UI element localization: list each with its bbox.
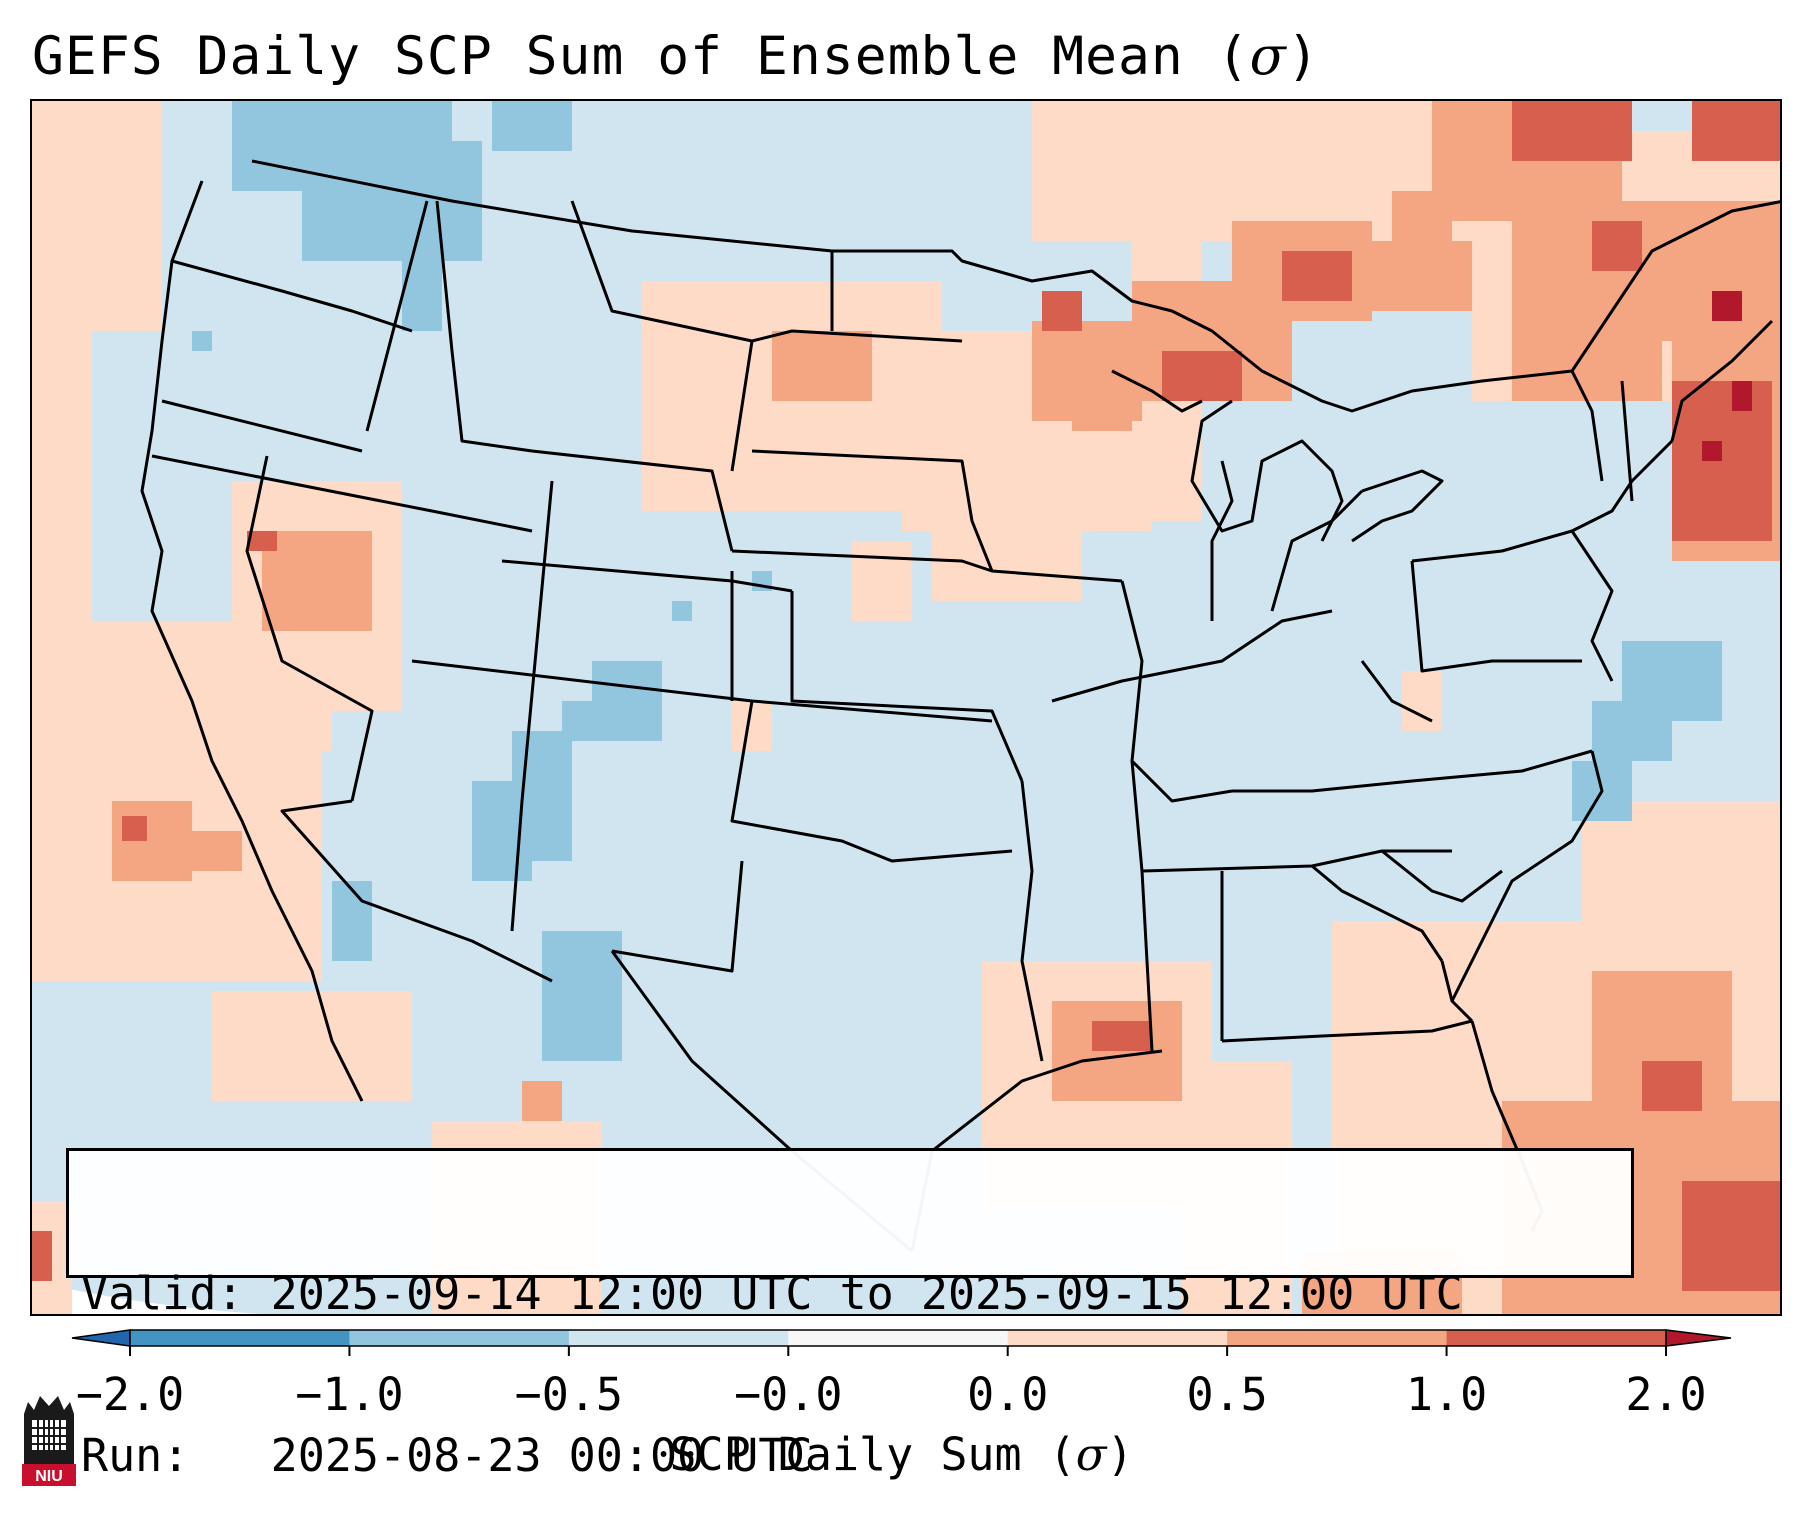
logo-text: NIU [35,1468,63,1485]
projection-edge-bottom-left [32,1281,260,1314]
colorbar-under-extension [71,1329,131,1347]
sigma-symbol: σ [1249,26,1287,87]
run-label: Run: [81,1429,190,1482]
title-unit-close: ) [1286,26,1320,87]
colorbar-tick-label: 0.0 [967,1368,1049,1421]
university-castle-logo: NIU [22,1396,76,1486]
colorbar-segment [788,1330,1009,1346]
colorbar-label-suffix: ) [1106,1428,1134,1481]
colorbar-tick-label: −0.5 [514,1368,624,1421]
valid-label: Valid: [81,1267,244,1320]
valid-run-info-box: Valid: 2025-09-14 12:00 UTC to 2025-09-1… [66,1148,1634,1482]
colorbar-over-extension [1665,1329,1732,1347]
colorbar-tick-label: 2.0 [1625,1368,1707,1421]
colorbar-segment [568,1330,789,1346]
state-borders [140,159,1780,1253]
anomaly-positive-high [32,101,1780,1291]
colorbar-tick-label: −0.0 [734,1368,843,1421]
colorbar-segment [130,1330,350,1346]
colorbar-segment [1446,1330,1667,1346]
title-text: GEFS Daily SCP Sum of Ensemble Mean [32,26,1184,87]
colorbar-segment [1227,1330,1448,1346]
chart-title: GEFS Daily SCP Sum of Ensemble Mean (σ) [32,26,1320,87]
colorbar-label-prefix: SCP Daily Sum ( [669,1428,1076,1481]
title-unit-open: ( [1216,26,1250,87]
colorbar-outline [129,1329,1667,1347]
colorbar-tick-label: 1.0 [1405,1368,1488,1421]
anomaly-positive-extreme [1702,291,1752,461]
colorbar-segment [349,1330,570,1346]
run-value: 2025-08-23 00:00 UTC [270,1429,813,1482]
colorbar-axis-label: SCP Daily Sum (σ) [0,1428,1803,1481]
map-canvas [32,101,1780,1314]
valid-line: Valid: 2025-09-14 12:00 UTC to 2025-09-1… [81,1267,1619,1321]
colorbar-strip [71,1329,1732,1356]
run-line: Run: 2025-08-23 00:00 UTC [81,1429,1619,1483]
colorbar-tick-label: −2.0 [75,1368,185,1421]
colorbar-tick-label: −1.0 [295,1368,404,1421]
colorbar-tick-label: 0.5 [1186,1368,1268,1421]
valid-value: 2025-09-14 12:00 UTC to 2025-09-15 12:00… [270,1267,1463,1320]
colorbar-sigma-symbol: σ [1075,1428,1107,1481]
map-panel [30,99,1782,1316]
colorbar: −2.0 −1.0 −0.5 −0.0 0.0 0.5 1.0 2.0 SCP Daily S… [0,1318,1803,1538]
colorbar-segment [1007,1330,1228,1346]
